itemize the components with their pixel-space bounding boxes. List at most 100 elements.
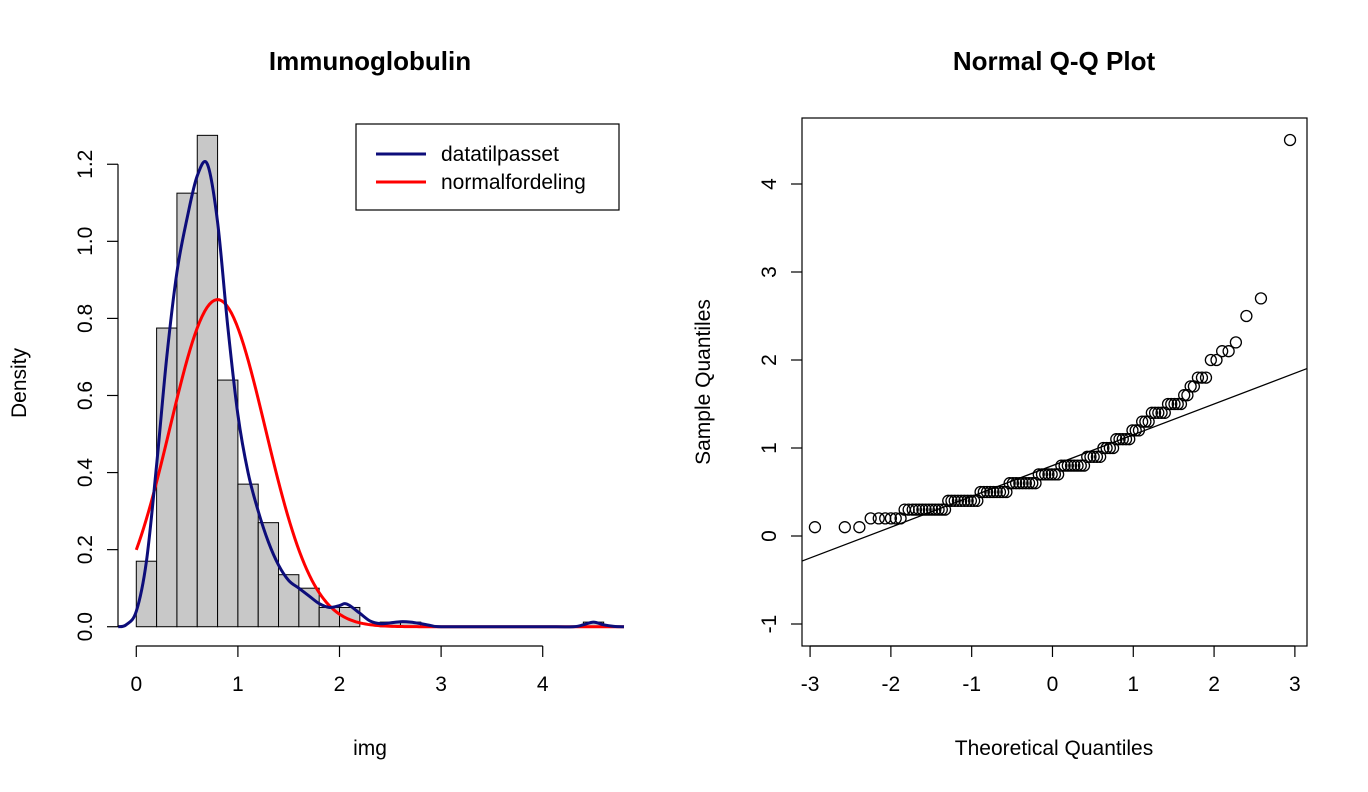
qq-point — [1051, 468, 1065, 481]
qq-point — [925, 503, 939, 516]
qq-point — [808, 521, 822, 534]
histogram-bar — [156, 327, 178, 628]
qq-point — [1032, 468, 1045, 481]
qq-point — [884, 512, 898, 525]
histogram-title: Immunoglobulin — [269, 46, 471, 76]
qq-point — [1132, 424, 1146, 437]
qq-point — [1113, 433, 1126, 446]
qq-line — [801, 367, 1308, 562]
qq-point — [919, 503, 932, 516]
histogram-y-axis-label: Density — [8, 347, 31, 418]
qq-point — [864, 512, 877, 525]
x-tick-label: 3 — [435, 673, 447, 696]
x-tick-label: 2 — [1208, 673, 1220, 696]
qq-point — [1035, 468, 1049, 481]
qq-point — [906, 503, 919, 516]
qq-reference-line — [801, 367, 1308, 562]
qq-point — [1168, 397, 1181, 411]
qq-point — [932, 503, 945, 516]
qq-point — [1195, 371, 1209, 384]
qq-point — [955, 494, 968, 507]
qq-point — [1161, 397, 1175, 411]
qq-point — [977, 485, 990, 499]
qq-point — [1155, 406, 1168, 419]
x-tick-label: 0 — [130, 673, 142, 696]
qq-point — [1254, 292, 1268, 305]
qq-point — [1055, 459, 1068, 472]
qq-point — [1094, 450, 1107, 463]
x-tick-label: 1 — [1127, 673, 1139, 696]
qq-point — [980, 485, 994, 499]
qq-x-axis-label: Theoretical Quantiles — [955, 737, 1153, 760]
qq-point — [872, 512, 885, 525]
y-tick-label: 2 — [758, 354, 781, 366]
qq-point — [967, 494, 981, 507]
y-tick-label: 1 — [758, 442, 781, 454]
legend-label-normalfordeling: normalfordeling — [441, 171, 586, 194]
qq-point — [1071, 459, 1084, 472]
qq-y-axis: -1 0 1 2 3 4 — [758, 178, 802, 633]
histogram-bar — [217, 379, 239, 628]
qq-point — [951, 494, 965, 507]
qq-point — [1022, 477, 1036, 490]
x-tick-label: 0 — [1047, 673, 1059, 696]
qq-point — [1126, 424, 1139, 437]
qq-point — [1081, 450, 1094, 463]
y-tick-label: 0.0 — [74, 612, 97, 641]
qq-point — [971, 494, 984, 507]
qq-point — [1116, 433, 1129, 446]
qq-point — [1178, 389, 1191, 402]
qq-y-axis-label: Sample Quantiles — [692, 299, 715, 465]
qq-point — [1199, 371, 1213, 384]
qq-point — [1229, 336, 1243, 349]
qq-point — [1283, 133, 1297, 147]
qq-point — [1087, 450, 1100, 463]
qq-point — [1058, 459, 1071, 472]
histogram-x-axis-label: img — [353, 737, 387, 760]
qq-point — [1129, 424, 1142, 437]
x-tick-label: 2 — [334, 673, 346, 696]
qq-point — [909, 503, 923, 516]
histogram-bars — [135, 134, 605, 628]
histogram-bar — [298, 587, 320, 628]
legend-box — [355, 123, 620, 211]
qq-point — [1039, 468, 1052, 481]
qq-point — [1110, 433, 1123, 446]
y-tick-label: 0.8 — [74, 304, 97, 333]
x-tick-label: 1 — [232, 673, 244, 696]
qq-point — [1000, 485, 1013, 499]
qq-point — [1097, 441, 1110, 455]
y-tick-label: 1.0 — [74, 227, 97, 256]
qq-point — [1064, 459, 1078, 472]
qq-plot-panel: Normal Q-Q Plot Theoretical Quantiles Sa… — [692, 46, 1308, 760]
qq-point — [1222, 345, 1235, 358]
qq-point — [1019, 477, 1032, 490]
qq-point — [1074, 459, 1087, 472]
qq-point — [913, 503, 926, 516]
qq-x-axis: -3 -2 -1 0 1 2 3 — [801, 645, 1301, 696]
qq-point — [990, 485, 1003, 499]
qq-point — [1061, 459, 1074, 472]
qq-point — [838, 521, 851, 534]
qq-point — [1077, 459, 1091, 472]
qq-point — [1029, 477, 1042, 490]
qq-point — [1210, 353, 1223, 367]
qq-point — [935, 503, 948, 516]
qq-point — [1139, 415, 1152, 428]
x-tick-label: 3 — [1289, 673, 1301, 696]
qq-point — [1123, 433, 1136, 446]
qq-point — [1106, 441, 1120, 455]
qq-point — [997, 485, 1010, 499]
qq-point — [916, 503, 929, 516]
histogram-curves — [117, 160, 625, 629]
qq-point — [1084, 450, 1097, 463]
qq-point — [938, 503, 952, 516]
qq-point — [1009, 477, 1023, 490]
qq-point — [1171, 397, 1184, 411]
x-tick-label: -3 — [801, 673, 820, 696]
qq-point — [1191, 371, 1205, 384]
qq-point — [1240, 309, 1253, 323]
qq-point — [922, 503, 936, 516]
x-tick-label: -1 — [962, 673, 981, 696]
